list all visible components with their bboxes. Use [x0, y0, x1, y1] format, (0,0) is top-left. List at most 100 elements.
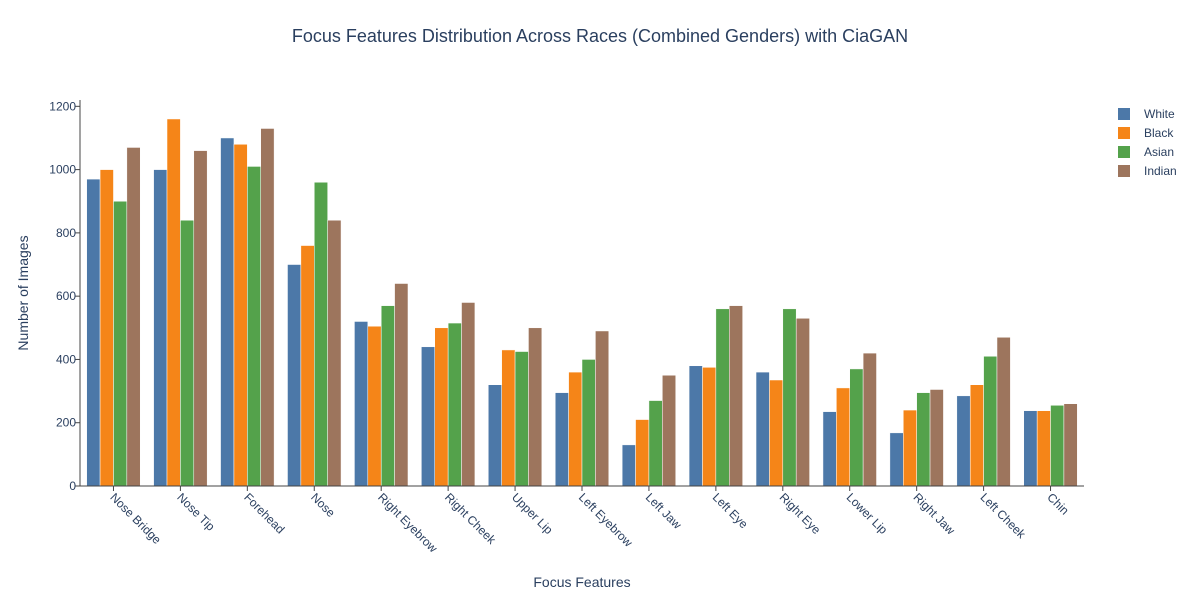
- bar-white-nose-tip[interactable]: [153, 169, 168, 487]
- x-tick-label: Forehead: [241, 490, 287, 536]
- legend-swatch: [1118, 108, 1130, 120]
- bar-asian-left-jaw[interactable]: [648, 400, 663, 487]
- bar-asian-chin[interactable]: [1050, 405, 1065, 487]
- x-tick-label: Chin: [1044, 490, 1071, 517]
- x-tick-label: Right Eyebrow: [375, 490, 440, 555]
- bar-black-left-jaw[interactable]: [635, 419, 650, 487]
- bar-white-right-eye[interactable]: [755, 371, 770, 487]
- bar-asian-upper-lip[interactable]: [514, 351, 529, 487]
- bar-white-forehead[interactable]: [220, 137, 235, 487]
- bar-white-chin[interactable]: [1023, 410, 1038, 487]
- y-axis-ticks: 0 200 400 600 800 1000 1200: [49, 99, 80, 493]
- x-tick-label: Lower Lip: [844, 490, 891, 537]
- bar-black-right-eyebrow[interactable]: [367, 325, 382, 487]
- legend-item-asian[interactable]: Asian: [1118, 145, 1174, 159]
- x-tick-label: Right Cheek: [442, 490, 499, 547]
- bar-indian-left-eye[interactable]: [729, 305, 743, 487]
- bar-asian-left-eyebrow[interactable]: [581, 359, 596, 487]
- x-tick-label: Left Cheek: [977, 490, 1029, 542]
- bar-white-left-eye[interactable]: [688, 365, 703, 487]
- bar-asian-right-jaw[interactable]: [916, 392, 931, 487]
- legend-swatch: [1118, 146, 1130, 158]
- x-tick-label: Nose Bridge: [107, 490, 164, 547]
- legend-item-indian[interactable]: Indian: [1118, 164, 1177, 178]
- bar-indian-right-cheek[interactable]: [461, 302, 476, 487]
- bar-white-right-eyebrow[interactable]: [354, 321, 369, 487]
- bar-asian-nose-tip[interactable]: [180, 219, 195, 487]
- bar-asian-nose-bridge[interactable]: [113, 201, 128, 487]
- bar-black-right-eye[interactable]: [769, 379, 784, 487]
- bar-black-left-cheek[interactable]: [969, 384, 984, 487]
- bar-indian-right-eye[interactable]: [795, 318, 810, 487]
- x-axis-ticks: Nose Bridge Nose Tip Forehead Nose Right Eye…: [107, 486, 1072, 556]
- y-axis-title: Number of Images: [15, 235, 31, 350]
- bar-white-lower-lip[interactable]: [822, 411, 837, 487]
- bar-white-right-jaw[interactable]: [889, 432, 904, 487]
- bar-asian-lower-lip[interactable]: [849, 368, 864, 487]
- bar-black-left-eyebrow[interactable]: [568, 371, 583, 487]
- bar-indian-right-jaw[interactable]: [929, 389, 944, 487]
- legend-label: Asian: [1144, 145, 1174, 159]
- bar-black-nose-bridge[interactable]: [99, 169, 114, 487]
- bar-black-right-cheek[interactable]: [434, 327, 449, 487]
- y-tick-label: 0: [69, 479, 76, 493]
- bar-asian-right-eyebrow[interactable]: [380, 305, 395, 487]
- x-tick-label: Left Eye: [710, 490, 751, 531]
- bar-indian-forehead[interactable]: [260, 128, 275, 487]
- bar-indian-nose-tip[interactable]: [193, 150, 208, 487]
- bar-asian-right-cheek[interactable]: [447, 322, 462, 487]
- bar-black-nose[interactable]: [300, 245, 315, 487]
- bar-indian-right-eyebrow[interactable]: [394, 283, 409, 487]
- x-tick-label: Upper Lip: [509, 490, 556, 537]
- bar-indian-nose-bridge[interactable]: [126, 147, 141, 487]
- x-tick-label: Right Jaw: [911, 490, 958, 537]
- bar-indian-left-eyebrow[interactable]: [595, 330, 610, 487]
- legend-label: Black: [1144, 126, 1174, 140]
- bar-asian-left-eye[interactable]: [715, 308, 730, 487]
- x-tick-label: Nose Tip: [174, 490, 218, 534]
- bar-white-left-eyebrow[interactable]: [554, 392, 569, 487]
- legend-item-black[interactable]: Black: [1118, 126, 1174, 140]
- y-tick-label: 800: [56, 226, 76, 240]
- bar-white-nose[interactable]: [287, 264, 302, 487]
- x-tick-label: Left Jaw: [643, 490, 685, 532]
- bar-white-left-cheek[interactable]: [956, 395, 971, 487]
- bar-indian-left-cheek[interactable]: [996, 337, 1011, 487]
- bar-black-lower-lip[interactable]: [836, 387, 850, 487]
- chart-title: Focus Features Distribution Across Races…: [292, 26, 908, 46]
- legend-label: Indian: [1144, 164, 1177, 178]
- bars-group: [86, 118, 1078, 487]
- bar-indian-upper-lip[interactable]: [528, 327, 543, 487]
- bar-black-left-eye[interactable]: [702, 367, 717, 487]
- bar-indian-chin[interactable]: [1063, 403, 1078, 487]
- legend[interactable]: White Black Asian Indian: [1118, 107, 1177, 178]
- y-tick-label: 1000: [49, 163, 76, 177]
- bar-black-nose-tip[interactable]: [166, 118, 181, 487]
- legend-label: White: [1144, 107, 1175, 121]
- bar-white-right-cheek[interactable]: [421, 346, 435, 487]
- legend-swatch: [1118, 165, 1130, 177]
- bar-indian-left-jaw[interactable]: [662, 375, 676, 487]
- bar-indian-lower-lip[interactable]: [862, 352, 877, 487]
- bar-black-chin[interactable]: [1036, 410, 1051, 487]
- x-axis-title: Focus Features: [533, 574, 630, 590]
- x-tick-label: Right Eye: [777, 490, 824, 537]
- y-tick-label: 600: [56, 289, 76, 303]
- bar-indian-nose[interactable]: [327, 219, 342, 487]
- bar-asian-nose[interactable]: [314, 182, 328, 487]
- y-tick-label: 1200: [49, 99, 76, 113]
- bar-black-right-jaw[interactable]: [903, 409, 917, 487]
- legend-item-white[interactable]: White: [1118, 107, 1175, 121]
- x-tick-label: Left Eyebrow: [576, 490, 636, 550]
- y-tick-label: 400: [56, 352, 76, 366]
- bar-black-forehead[interactable]: [233, 144, 248, 487]
- bar-black-upper-lip[interactable]: [501, 349, 516, 487]
- x-tick-label: Nose: [308, 490, 338, 520]
- bar-white-left-jaw[interactable]: [621, 444, 636, 487]
- bar-asian-left-cheek[interactable]: [983, 356, 998, 487]
- bar-asian-forehead[interactable]: [247, 166, 261, 487]
- bar-asian-right-eye[interactable]: [782, 308, 797, 487]
- bar-white-nose-bridge[interactable]: [86, 178, 101, 487]
- bar-white-upper-lip[interactable]: [488, 384, 502, 487]
